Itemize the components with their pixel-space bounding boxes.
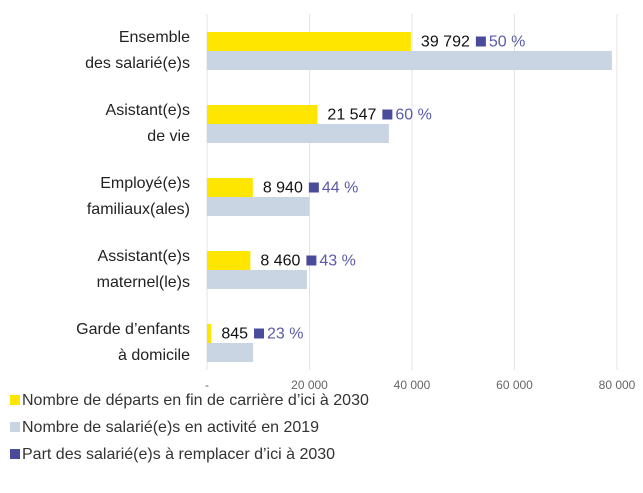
- category-label: Garde d’enfants: [76, 321, 190, 338]
- share-marker: [382, 109, 393, 120]
- category-label: Assistant(e)s: [98, 248, 190, 265]
- share-label: 44 %: [322, 180, 358, 197]
- bar: [207, 51, 612, 70]
- bar: [207, 32, 411, 51]
- x-tick-label: -: [205, 378, 209, 392]
- category-label: maternel(le)s: [97, 274, 190, 291]
- bar: [207, 178, 253, 197]
- legend-swatch: [10, 395, 20, 405]
- share-marker: [475, 36, 486, 47]
- share-label: 60 %: [395, 107, 431, 124]
- x-tick-label: 80 000: [599, 378, 636, 392]
- category-label: à domicile: [118, 347, 190, 364]
- category-label: des salarié(e)s: [85, 55, 190, 72]
- category-label: Asistant(e)s: [106, 102, 190, 119]
- value-label: 845: [221, 326, 248, 343]
- share-marker: [254, 328, 265, 339]
- category-label: Employé(e)s: [100, 175, 190, 192]
- legend-label: Part des salarié(e)s à remplacer d’ici à…: [22, 446, 335, 463]
- legend-swatch: [10, 422, 20, 432]
- value-label: 21 547: [327, 107, 376, 124]
- bar: [207, 270, 307, 289]
- share-label: 23 %: [267, 326, 303, 343]
- share-label: 43 %: [319, 253, 355, 270]
- value-label: 8 940: [263, 180, 303, 197]
- bar: [207, 105, 318, 124]
- legend-swatch: [10, 449, 20, 459]
- value-label: 8 460: [260, 253, 300, 270]
- category-label: de vie: [147, 128, 190, 145]
- legend-label: Nombre de salarié(e)s en activité en 201…: [22, 419, 319, 436]
- bar: [207, 251, 251, 270]
- category-label: familiaux(ales): [87, 201, 190, 218]
- share-label: 50 %: [489, 34, 525, 51]
- x-tick-label: 40 000: [394, 378, 431, 392]
- bar: [207, 124, 389, 143]
- share-marker: [306, 255, 317, 266]
- legend-label: Nombre de départs en fin de carrière d’i…: [22, 392, 369, 409]
- value-label: 39 792: [421, 34, 470, 51]
- x-tick-label: 20 000: [291, 378, 328, 392]
- bar: [207, 324, 212, 343]
- x-tick-label: 60 000: [496, 378, 533, 392]
- bar: [207, 343, 254, 362]
- category-label: Ensemble: [119, 29, 190, 46]
- share-marker: [308, 182, 319, 193]
- bar: [207, 197, 310, 216]
